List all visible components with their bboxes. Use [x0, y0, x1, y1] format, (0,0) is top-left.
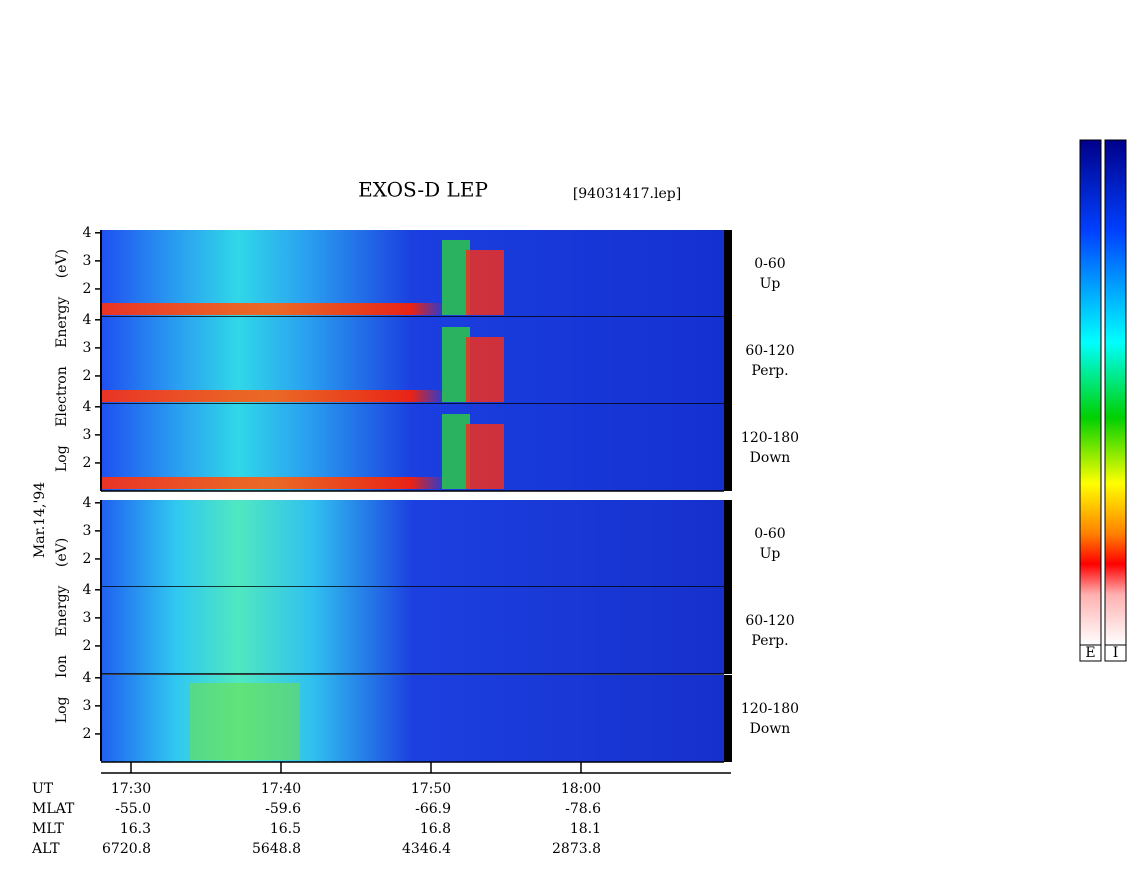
x-tick-label: 17:50: [411, 781, 451, 797]
spectrogram-panel: [101, 317, 724, 404]
colorbar-box: [1104, 644, 1127, 662]
y-tick-label: 4: [83, 312, 92, 328]
ephemeris-name: MLAT: [32, 801, 75, 817]
panel-angle: 0-60: [754, 256, 785, 272]
burst-green: [442, 327, 470, 402]
panel-angle: 60-120: [745, 613, 794, 629]
panel-direction: Up: [760, 546, 781, 562]
y-axis-label: Log Electron Energy (eV): [54, 249, 70, 472]
colorbar: [1104, 139, 1127, 646]
burst-green: [442, 414, 470, 489]
y-tick-label: 4: [83, 399, 92, 415]
y-tick-label: 2: [83, 726, 92, 742]
ephemeris-value: 2873.8: [552, 841, 601, 857]
y-tick-label: 2: [83, 638, 92, 654]
panel-angle: 60-120: [745, 343, 794, 359]
ephemeris-value: 18.1: [570, 821, 601, 837]
x-tick-label: 18:00: [561, 781, 601, 797]
panel-angle: 120-180: [741, 430, 799, 446]
y-tick-label: 4: [83, 582, 92, 598]
panel-edge: [724, 404, 732, 491]
y-tick-label: 2: [83, 455, 92, 471]
chart-title: EXOS-D LEP: [358, 178, 488, 202]
ephemeris-value: 16.5: [270, 821, 301, 837]
panel-direction: Up: [760, 276, 781, 292]
panel-edge: [724, 230, 732, 317]
colorbar: [1079, 139, 1102, 646]
ephemeris-value: -78.6: [565, 801, 601, 817]
panel-direction: Down: [750, 450, 791, 466]
y-tick-label: 3: [83, 340, 92, 356]
ephemeris-value: -55.0: [115, 801, 151, 817]
low-energy-band: [101, 477, 446, 489]
ephemeris-value: 16.3: [120, 821, 151, 837]
x-tick-label: 17:40: [261, 781, 301, 797]
panel-angle: 120-180: [741, 701, 799, 717]
y-tick-label: 3: [83, 523, 92, 539]
panel-direction: Perp.: [751, 633, 788, 649]
date: Mar.14,'94: [32, 482, 48, 558]
y-tick-label: 4: [83, 670, 92, 686]
y-tick-label: 2: [83, 551, 92, 567]
x-tick-label: 17:30: [111, 781, 151, 797]
y-tick-label: 3: [83, 698, 92, 714]
panel-edge: [724, 500, 732, 587]
y-tick-label: 4: [83, 225, 92, 241]
ephemeris-value: 5648.8: [252, 841, 301, 857]
y-axis-label: Log Ion Energy (eV): [54, 538, 70, 723]
spectrogram-panel: [101, 230, 724, 317]
ephemeris-value: 6720.8: [102, 841, 151, 857]
ion-peak: [190, 683, 300, 760]
file-name: [94031417.lep]: [573, 186, 681, 202]
colorbar-box: [1079, 644, 1102, 662]
y-tick-label: 3: [83, 610, 92, 626]
ephemeris-name: ALT: [31, 841, 60, 857]
panel-edge: [724, 317, 732, 404]
colorbar-label: E: [1085, 645, 1095, 661]
y-tick-label: 2: [83, 368, 92, 384]
spectrogram-panel: [101, 404, 724, 491]
spectrogram-panel: [101, 500, 724, 587]
panel-direction: Perp.: [751, 363, 788, 379]
low-energy-band: [101, 303, 446, 315]
ephemeris-value: 16.8: [420, 821, 451, 837]
burst-green: [442, 240, 470, 315]
burst-red: [466, 250, 504, 315]
ephemeris-name: MLT: [32, 821, 64, 837]
y-tick-label: 4: [83, 495, 92, 511]
y-tick-label: 3: [83, 427, 92, 443]
ephemeris-name: UT: [32, 781, 54, 797]
y-tick-label: 2: [83, 281, 92, 297]
colorbar-label: I: [1113, 645, 1119, 661]
panel-edge: [724, 587, 732, 674]
panel-angle: 0-60: [754, 526, 785, 542]
panel-edge: [724, 675, 732, 762]
burst-red: [466, 424, 504, 489]
spectrogram-panel: [101, 587, 724, 674]
ephemeris-value: -59.6: [265, 801, 301, 817]
burst-red: [466, 337, 504, 402]
ephemeris-value: -66.9: [415, 801, 451, 817]
y-tick-label: 3: [83, 253, 92, 269]
low-energy-band: [101, 390, 446, 402]
ephemeris-value: 4346.4: [402, 841, 451, 857]
panel-direction: Down: [750, 721, 791, 737]
